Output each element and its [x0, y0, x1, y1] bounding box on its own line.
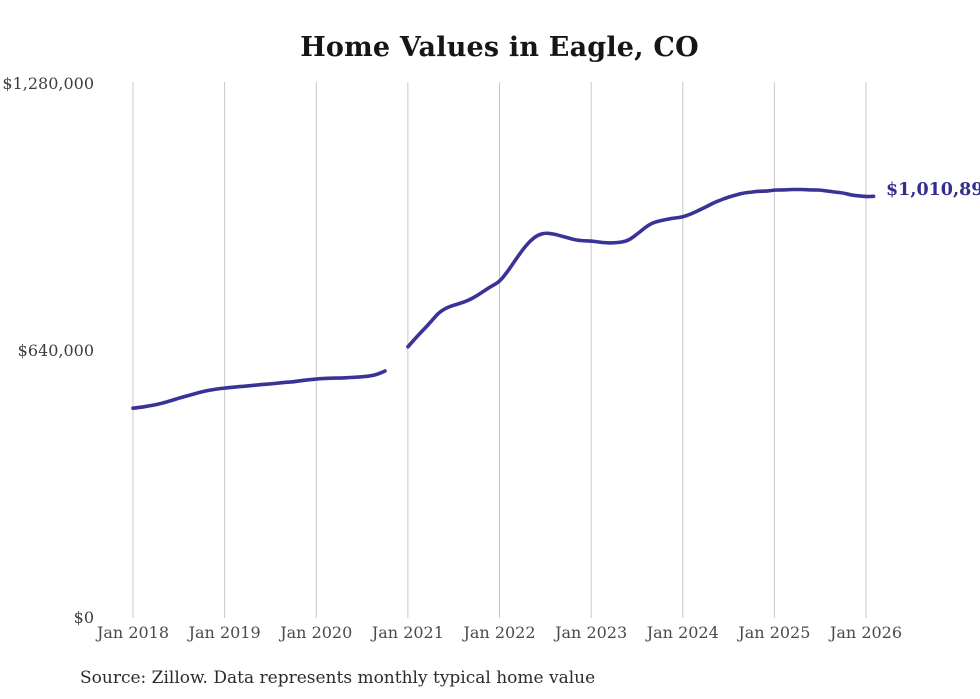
x-axis-tick-label: Jan 2024 [646, 623, 719, 642]
value-line-group [131, 187, 876, 410]
chart-title: Home Values in Eagle, CO [300, 32, 699, 63]
end-value-label: $1,010,89 [886, 180, 980, 200]
source-note: Source: Zillow. Data represents monthly … [80, 668, 596, 688]
x-axis-tick-label: Jan 2019 [188, 623, 261, 642]
x-axis-tick-label: Jan 2023 [555, 623, 628, 642]
x-axis-tick-label: Jan 2025 [738, 623, 811, 642]
value-line-segment [131, 369, 387, 410]
y-axis-tick-label: $1,280,000 [2, 74, 94, 93]
x-axis-tick-label: Jan 2026 [829, 623, 903, 642]
x-axis-tick-label: Jan 2020 [280, 623, 353, 642]
value-line-segment [406, 187, 876, 349]
gridlines [132, 82, 867, 618]
y-axis-tick-label: $640,000 [17, 341, 94, 360]
x-axis-tick-label: Jan 2018 [96, 623, 170, 642]
x-axis-tick-label: Jan 2021 [371, 623, 444, 642]
y-axis-tick-label: $0 [73, 608, 94, 627]
x-axis-tick-label: Jan 2022 [463, 623, 536, 642]
